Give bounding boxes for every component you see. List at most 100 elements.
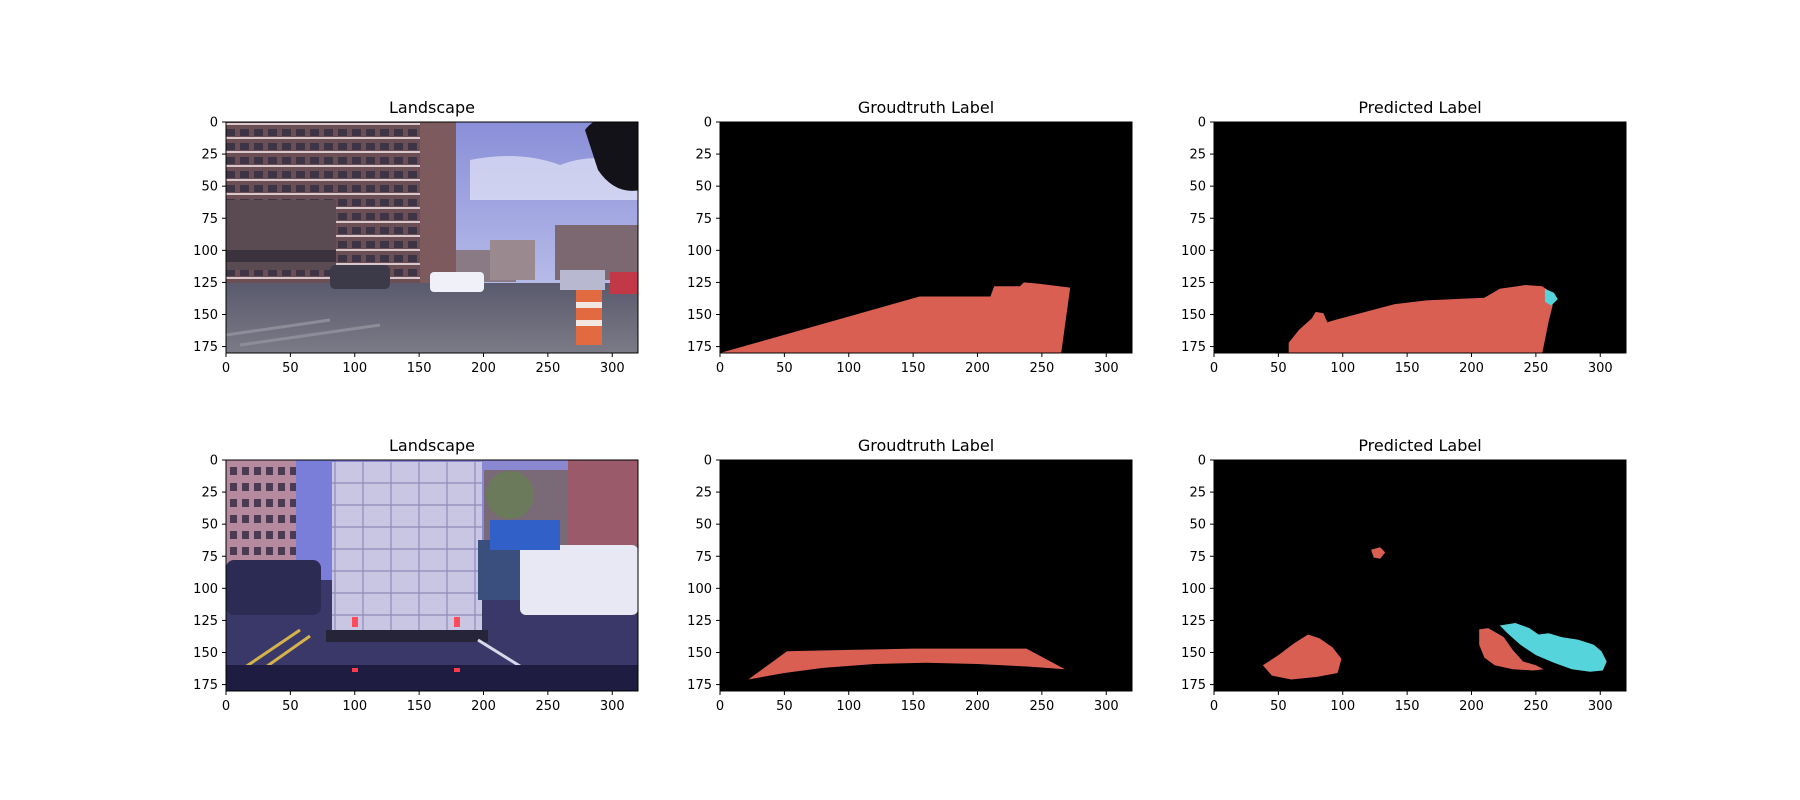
car-region <box>1499 623 1607 672</box>
subplot-title: Predicted Label <box>1358 98 1481 117</box>
x-tick-label: 0 <box>716 699 724 714</box>
x-tick-label: 50 <box>1270 361 1287 376</box>
y-tick-label: 75 <box>1189 212 1206 227</box>
x-tick-label: 250 <box>1523 699 1548 714</box>
x-tick-label: 50 <box>776 699 793 714</box>
x-tick-label: 150 <box>901 699 926 714</box>
x-tick-label: 150 <box>901 361 926 376</box>
subplot-1-2: Groudtruth Label 0 50 100 150 200 250 300 0 25 50 7… <box>687 98 1133 376</box>
x-tick-label: 150 <box>1395 699 1420 714</box>
x-tick-label: 200 <box>965 699 990 714</box>
y-tick-label: 125 <box>1181 276 1206 291</box>
subplot-1-1: Landscape 0 50 100 150 200 250 300 0 25 50 75 100 125… <box>193 98 639 376</box>
y-tick-label: 50 <box>201 180 218 195</box>
y-tick-label: 25 <box>1189 486 1206 501</box>
y-tick-label: 75 <box>201 550 218 565</box>
y-tick-label: 125 <box>193 614 218 629</box>
y-tick-label: 50 <box>1189 518 1206 533</box>
x-tick-label: 150 <box>407 361 432 376</box>
y-tick-label: 150 <box>193 308 218 323</box>
y-tick-label: 100 <box>1181 244 1206 259</box>
y-tick-label: 175 <box>1181 340 1206 355</box>
road-region <box>1371 547 1386 559</box>
y-tick-label: 25 <box>695 148 712 163</box>
y-tick-label: 150 <box>1181 308 1206 323</box>
x-tick-label: 300 <box>1588 699 1613 714</box>
y-tick-label: 0 <box>210 454 218 469</box>
y-tick-label: 175 <box>687 678 712 693</box>
x-tick-label: 300 <box>600 361 625 376</box>
y-tick-label: 25 <box>1189 148 1206 163</box>
mask-regions <box>1288 285 1558 353</box>
x-tick-label: 100 <box>342 361 367 376</box>
x-tick-label: 300 <box>1094 361 1119 376</box>
y-tick-label: 25 <box>695 486 712 501</box>
y-tick-label: 75 <box>695 212 712 227</box>
y-tick-label: 0 <box>704 116 712 131</box>
photo-street-2 <box>226 460 638 691</box>
road-region <box>1262 634 1342 680</box>
x-tick-label: 300 <box>1094 699 1119 714</box>
subplot-title: Landscape <box>389 98 475 117</box>
subplot-1-3: Predicted Label 0 50 100 150 200 250 300 0 25 50 75… <box>1181 98 1627 376</box>
road-region <box>1288 285 1553 353</box>
x-tick-label: 100 <box>1330 699 1355 714</box>
mask-regions <box>720 282 1071 353</box>
y-tick-label: 100 <box>193 244 218 259</box>
x-tick-label: 100 <box>342 699 367 714</box>
axes-frame <box>225 121 639 354</box>
axes-frame <box>719 121 1133 354</box>
x-tick-label: 250 <box>535 361 560 376</box>
subplot-title: Landscape <box>389 436 475 455</box>
x-tick-label: 300 <box>1588 361 1613 376</box>
mask-regions <box>748 648 1065 680</box>
y-tick-label: 0 <box>210 116 218 131</box>
y-tick-label: 175 <box>193 340 218 355</box>
axes-frame <box>1213 459 1627 692</box>
x-tick-label: 50 <box>282 699 299 714</box>
subplot-title: Groudtruth Label <box>858 98 994 117</box>
x-tick-label: 0 <box>1210 699 1218 714</box>
y-tick-label: 0 <box>1198 116 1206 131</box>
y-tick-label: 25 <box>201 486 218 501</box>
y-tick-label: 150 <box>687 646 712 661</box>
y-tick-label: 125 <box>687 276 712 291</box>
y-tick-label: 175 <box>1181 678 1206 693</box>
y-tick-label: 125 <box>193 276 218 291</box>
y-tick-label: 50 <box>695 518 712 533</box>
subplot-title: Groudtruth Label <box>858 436 994 455</box>
car-region <box>1544 288 1558 306</box>
subplot-title: Predicted Label <box>1358 436 1481 455</box>
x-tick-label: 250 <box>1029 699 1054 714</box>
x-tick-label: 100 <box>1330 361 1355 376</box>
x-tick-label: 150 <box>1395 361 1420 376</box>
axes-frame <box>1213 121 1627 354</box>
subplot-2-1: Landscape 0 50 100 150 200 250 300 0 25 50 75 100 125… <box>193 436 639 714</box>
x-tick-label: 300 <box>600 699 625 714</box>
x-tick-label: 250 <box>535 699 560 714</box>
mask-regions <box>1262 547 1607 680</box>
x-tick-label: 100 <box>836 699 861 714</box>
y-tick-label: 50 <box>695 180 712 195</box>
road-region <box>720 282 1071 353</box>
y-tick-label: 175 <box>193 678 218 693</box>
axes-frame <box>719 459 1133 692</box>
y-tick-label: 175 <box>687 340 712 355</box>
x-tick-label: 0 <box>222 699 230 714</box>
x-tick-label: 100 <box>836 361 861 376</box>
y-tick-label: 100 <box>193 582 218 597</box>
y-tick-label: 75 <box>201 212 218 227</box>
y-tick-label: 50 <box>1189 180 1206 195</box>
photo-street-1 <box>226 122 638 353</box>
y-tick-label: 75 <box>1189 550 1206 565</box>
x-tick-label: 0 <box>1210 361 1218 376</box>
x-tick-label: 50 <box>282 361 299 376</box>
x-tick-label: 200 <box>1459 699 1484 714</box>
y-tick-label: 150 <box>687 308 712 323</box>
y-tick-label: 100 <box>1181 582 1206 597</box>
x-tick-label: 0 <box>716 361 724 376</box>
x-tick-label: 50 <box>776 361 793 376</box>
y-tick-label: 150 <box>193 646 218 661</box>
x-tick-label: 150 <box>407 699 432 714</box>
